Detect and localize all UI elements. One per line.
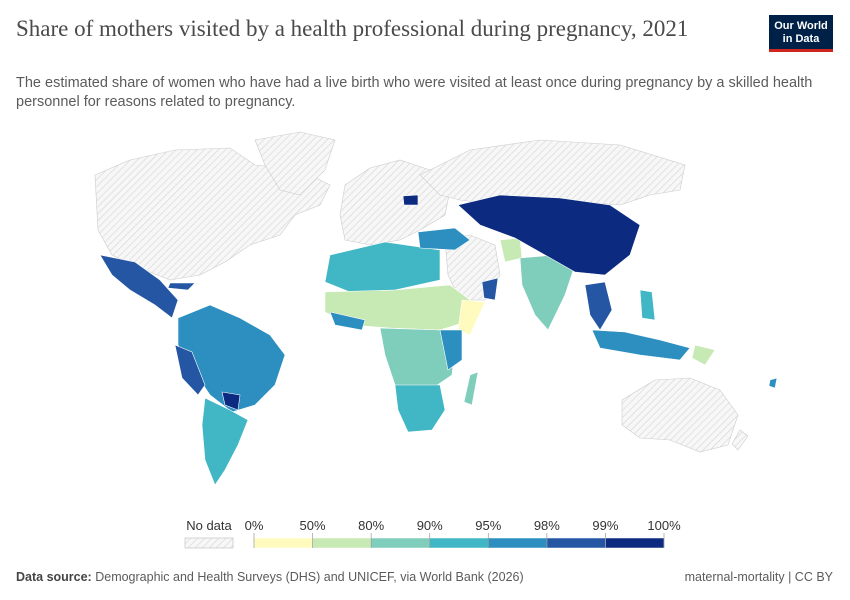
legend-bin	[605, 537, 665, 549]
russia	[419, 139, 686, 206]
logo[interactable]: Our World in Data	[769, 15, 833, 52]
legend-bin	[370, 537, 430, 549]
indonesia	[591, 329, 691, 361]
legend-bin	[488, 537, 548, 549]
west-africa	[329, 311, 366, 331]
footer-credit[interactable]: maternal-mortality | CC BY	[684, 570, 833, 584]
legend-no-data: No data	[186, 518, 232, 533]
legend-label: 100%	[647, 518, 681, 533]
source-label: Data source:	[16, 570, 92, 584]
footer-source: Data source: Demographic and Health Surv…	[16, 570, 524, 584]
afghanistan	[499, 237, 523, 263]
greenland	[254, 131, 336, 196]
legend-bin	[312, 537, 372, 549]
source-text: Demographic and Health Surveys (DHS) and…	[95, 570, 524, 584]
papua	[691, 344, 716, 366]
legend-label: 80%	[358, 518, 384, 533]
turkey-iran	[417, 227, 471, 251]
belarus	[402, 194, 419, 206]
southeast-asia	[584, 281, 613, 331]
madagascar	[463, 371, 479, 406]
south-africa-east	[731, 429, 749, 451]
somalia	[457, 299, 486, 336]
peru	[174, 344, 206, 396]
legend-label: 0%	[245, 518, 264, 533]
oman	[481, 277, 499, 301]
world-map: No data 0% 50% 80% 90% 95% 98% 99% 100%	[94, 131, 778, 549]
legend-label: 98%	[534, 518, 560, 533]
logo-text: in Data	[782, 33, 820, 45]
europe	[339, 159, 451, 246]
legend-label: 99%	[592, 518, 618, 533]
legend-bin	[253, 537, 313, 549]
legend-label: 90%	[417, 518, 443, 533]
legend-label: 50%	[300, 518, 326, 533]
southern-africa	[394, 384, 446, 433]
pacific-island	[768, 377, 778, 389]
cuba	[167, 282, 196, 291]
mexico	[99, 254, 179, 319]
legend-bins: 0% 50% 80% 90% 95% 98% 99% 100%	[245, 518, 681, 549]
south-america-south	[201, 397, 249, 486]
title: Share of mothers visited by a health pro…	[16, 16, 689, 41]
paraguay	[221, 391, 241, 411]
north-africa	[324, 241, 441, 293]
legend-label: 95%	[475, 518, 501, 533]
no-data-swatch	[184, 537, 234, 549]
east-africa	[439, 329, 463, 371]
logo-text: Our World	[774, 20, 828, 32]
china-mongolia	[457, 194, 641, 276]
australia	[621, 377, 739, 453]
legend-bin	[429, 537, 489, 549]
subtitle: The estimated share of women who have ha…	[16, 75, 813, 110]
legend-bin	[546, 537, 606, 549]
philippines	[639, 289, 656, 321]
